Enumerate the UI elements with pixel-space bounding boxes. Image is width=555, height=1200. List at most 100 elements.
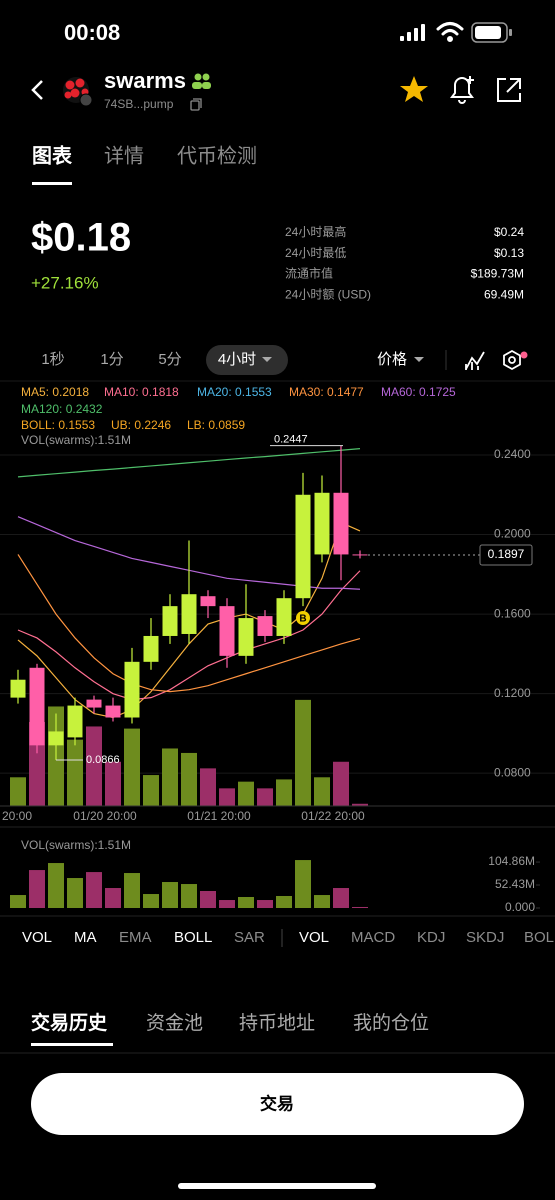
volume-bar-overlay [181, 752, 197, 806]
indicator-legend: MA60: 0.1725 [381, 385, 456, 399]
volume-bar-overlay [295, 699, 311, 806]
price-change: +27.16% [31, 273, 99, 292]
last-price-label: 0.1897 [488, 547, 525, 561]
volume-bar [352, 906, 368, 908]
volume-bar [124, 873, 140, 908]
bottom-tab[interactable]: 持币地址 [239, 1012, 315, 1034]
volume-bar [10, 895, 26, 908]
alert-button[interactable] [450, 76, 474, 104]
volume-bar-overlay [86, 726, 102, 806]
volume-bar [29, 870, 45, 908]
price-menu[interactable]: 价格 [377, 351, 407, 368]
favorite-star[interactable] [400, 76, 428, 102]
candle-body [67, 705, 83, 738]
candle-body [333, 492, 349, 555]
bottom-tab[interactable]: 资金池 [146, 1012, 203, 1034]
interval-option[interactable]: 5分 [158, 351, 181, 368]
indicator-button[interactable] [465, 351, 485, 370]
indicator-tab[interactable]: BOLL [174, 929, 212, 946]
bottom-tab[interactable]: 我的仓位 [353, 1012, 429, 1034]
candle-body [352, 554, 368, 556]
indicator-tab[interactable]: MA [74, 929, 97, 946]
token-logo [63, 77, 93, 107]
y-tick-label: 0.1600 [494, 606, 531, 620]
volume-bar [143, 894, 159, 908]
interval-option[interactable]: 1分 [100, 351, 123, 368]
indicator-legend: MA120: 0.2432 [21, 402, 103, 416]
volume-bar-overlay [67, 739, 83, 806]
volume-bar-overlay [333, 761, 349, 806]
volume-bar [105, 888, 121, 908]
token-name: swarms [104, 68, 186, 93]
x-tick-label: 01/20 20:00 [73, 809, 137, 823]
volume-tick-label: 104.86M [488, 854, 535, 868]
indicator-tab[interactable]: SKDJ [466, 929, 504, 946]
y-tick-label: 0.2400 [494, 447, 531, 461]
indicator-tab[interactable]: VOL [299, 929, 329, 946]
candle-body [276, 598, 292, 636]
indicator-tab[interactable]: BOLL [524, 929, 555, 946]
indicator-tab[interactable]: SAR [234, 929, 265, 946]
stat-label: 24小时额 (USD) [285, 287, 371, 301]
price-value: $0.18 [31, 216, 131, 260]
stat-value: $0.24 [494, 225, 524, 239]
stat-label: 24小时最高 [285, 224, 346, 239]
share-button[interactable] [497, 78, 521, 102]
candle-body [86, 699, 102, 708]
price-menu-caret [414, 357, 424, 362]
indicator-legend: MA20: 0.1553 [197, 385, 272, 399]
stat-label: 流通市值 [285, 266, 333, 281]
volume-bar [200, 890, 216, 908]
candle-body [124, 661, 140, 718]
y-tick-label: 0.1200 [494, 686, 531, 700]
indicator-tab[interactable]: VOL [22, 929, 52, 946]
back-button[interactable] [31, 80, 43, 100]
interval-option[interactable]: 4小时 [218, 351, 256, 368]
x-tick-label: 01/22 20:00 [301, 809, 365, 823]
volume-bar-overlay [238, 781, 254, 806]
trade-button[interactable] [31, 1073, 524, 1135]
candle-body [200, 596, 216, 607]
volume-bar [219, 900, 235, 908]
interval-option[interactable]: 1秒 [41, 351, 64, 368]
volume-tick-label: 52.43M [495, 877, 535, 891]
trade-button-label[interactable]: 交易 [260, 1093, 294, 1113]
interval-active-pill[interactable] [206, 345, 288, 375]
candle-body [181, 594, 197, 634]
tab-underline [32, 182, 72, 185]
copy-icon[interactable] [190, 98, 202, 111]
y-tick-label: 0.0800 [494, 765, 531, 779]
wifi-icon [436, 22, 464, 42]
low-marker-label: 0.0866 [86, 754, 120, 766]
token-address: 74SB...pump [104, 97, 174, 111]
buy-marker-label: B [299, 614, 306, 625]
settings-button[interactable] [503, 349, 528, 371]
indicator-tab[interactable]: EMA [119, 929, 152, 946]
volume-bar [67, 878, 83, 908]
indicator-tab[interactable]: KDJ [417, 929, 445, 946]
volume-bar-overlay [143, 775, 159, 806]
stat-label: 24小时最低 [285, 246, 346, 260]
signal-icon [400, 24, 425, 41]
volume-bar [314, 895, 330, 908]
bottom-tab[interactable]: 交易历史 [31, 1011, 108, 1034]
indicator-legend: MA10: 0.1818 [104, 385, 179, 399]
candle-body [105, 705, 121, 718]
home-indicator [178, 1183, 376, 1189]
volume-bar [181, 884, 197, 908]
indicator-tab[interactable]: MACD [351, 929, 395, 946]
price-chart: MA5: 0.2018 MA10: 0.1818 MA20: 0.1553 MA30:… [0, 385, 555, 914]
volume-bar-overlay [162, 748, 178, 806]
volume-bar [86, 872, 102, 908]
last-price-box [479, 544, 533, 566]
volume-bar-overlay [257, 788, 273, 806]
volume-bar [238, 897, 254, 908]
tab[interactable]: 详情 [104, 144, 144, 167]
tab[interactable]: 图表 [32, 143, 73, 167]
tab[interactable]: 代币检测 [177, 144, 257, 167]
indicator-legend: MA30: 0.1477 [289, 385, 364, 399]
candle-body [257, 616, 273, 636]
ma-line [17, 570, 361, 701]
